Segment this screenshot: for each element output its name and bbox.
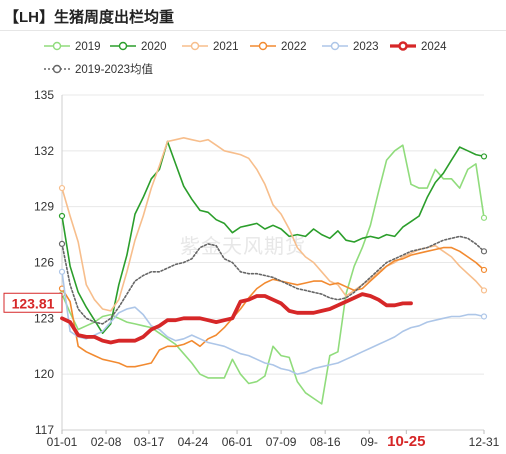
legend-swatch-marker: [190, 41, 200, 51]
legend-label: 2019: [75, 41, 101, 53]
x-tick-label: 08-16: [310, 435, 341, 449]
x-tick-label: 07-09: [266, 435, 297, 449]
series-line-2020: [61, 140, 485, 335]
series-start-marker: [58, 212, 66, 220]
series-start-marker: [58, 268, 66, 275]
y-tick-label: 129: [34, 200, 54, 214]
series-line-2023: [61, 270, 485, 376]
series-line-2024: [60, 292, 413, 345]
x-tick-label: 06-01: [222, 435, 253, 449]
series-line-2021: [61, 137, 485, 312]
x-tick-label: 12-31: [469, 435, 500, 449]
legend-label: 2023: [353, 41, 379, 53]
chart-title: 【LH】生猪周度出栏均重: [4, 9, 174, 26]
legend-swatch-marker: [330, 41, 340, 51]
y-tick-label: 123: [34, 311, 54, 325]
x-tick-label: 01-01: [47, 435, 78, 449]
x-tick-label: 03-17: [134, 435, 165, 449]
series-line-2019-2023均值: [61, 235, 485, 325]
x-tick-label: 09-: [361, 435, 378, 449]
legend-label: 2019-2023均值: [75, 63, 153, 76]
y-tick-label: 135: [34, 88, 54, 102]
series-start-marker: [58, 240, 66, 247]
y-tick-label: 126: [34, 256, 54, 270]
watermark-text: 紫金天风期货: [180, 234, 306, 258]
series-start-marker: [58, 184, 66, 192]
series-end-marker: [480, 214, 488, 221]
series-end-marker: [480, 313, 488, 320]
series-end-marker: [480, 153, 488, 160]
x-tick-label: 02-08: [91, 435, 122, 449]
x-tick-label: 04-24: [178, 435, 209, 449]
legend-label: 2024: [421, 41, 447, 53]
series-line-2022: [61, 246, 485, 368]
series-end-marker: [480, 287, 488, 294]
legend-label: 2020: [141, 41, 167, 53]
legend-swatch-marker: [52, 41, 62, 51]
title-divider: [0, 30, 506, 31]
series-end-marker: [480, 266, 488, 274]
series-line-2019: [61, 144, 485, 405]
y-tick-label: 117: [35, 423, 54, 437]
legend-swatch-marker: [118, 41, 128, 51]
x-tick-label-highlight: 10-25: [387, 433, 425, 450]
legend-swatch-marker: [258, 41, 268, 51]
y-tick-label: 132: [34, 144, 54, 158]
legend-swatch-marker: [398, 41, 408, 51]
legend-swatch-marker: [52, 64, 62, 74]
current-value-label: 123.81: [12, 295, 55, 311]
y-tick-label: 120: [34, 367, 54, 381]
series-end-marker: [480, 248, 488, 255]
current-value-box: [3, 292, 63, 313]
legend-label: 2021: [213, 41, 239, 53]
legend-label: 2022: [281, 41, 307, 53]
